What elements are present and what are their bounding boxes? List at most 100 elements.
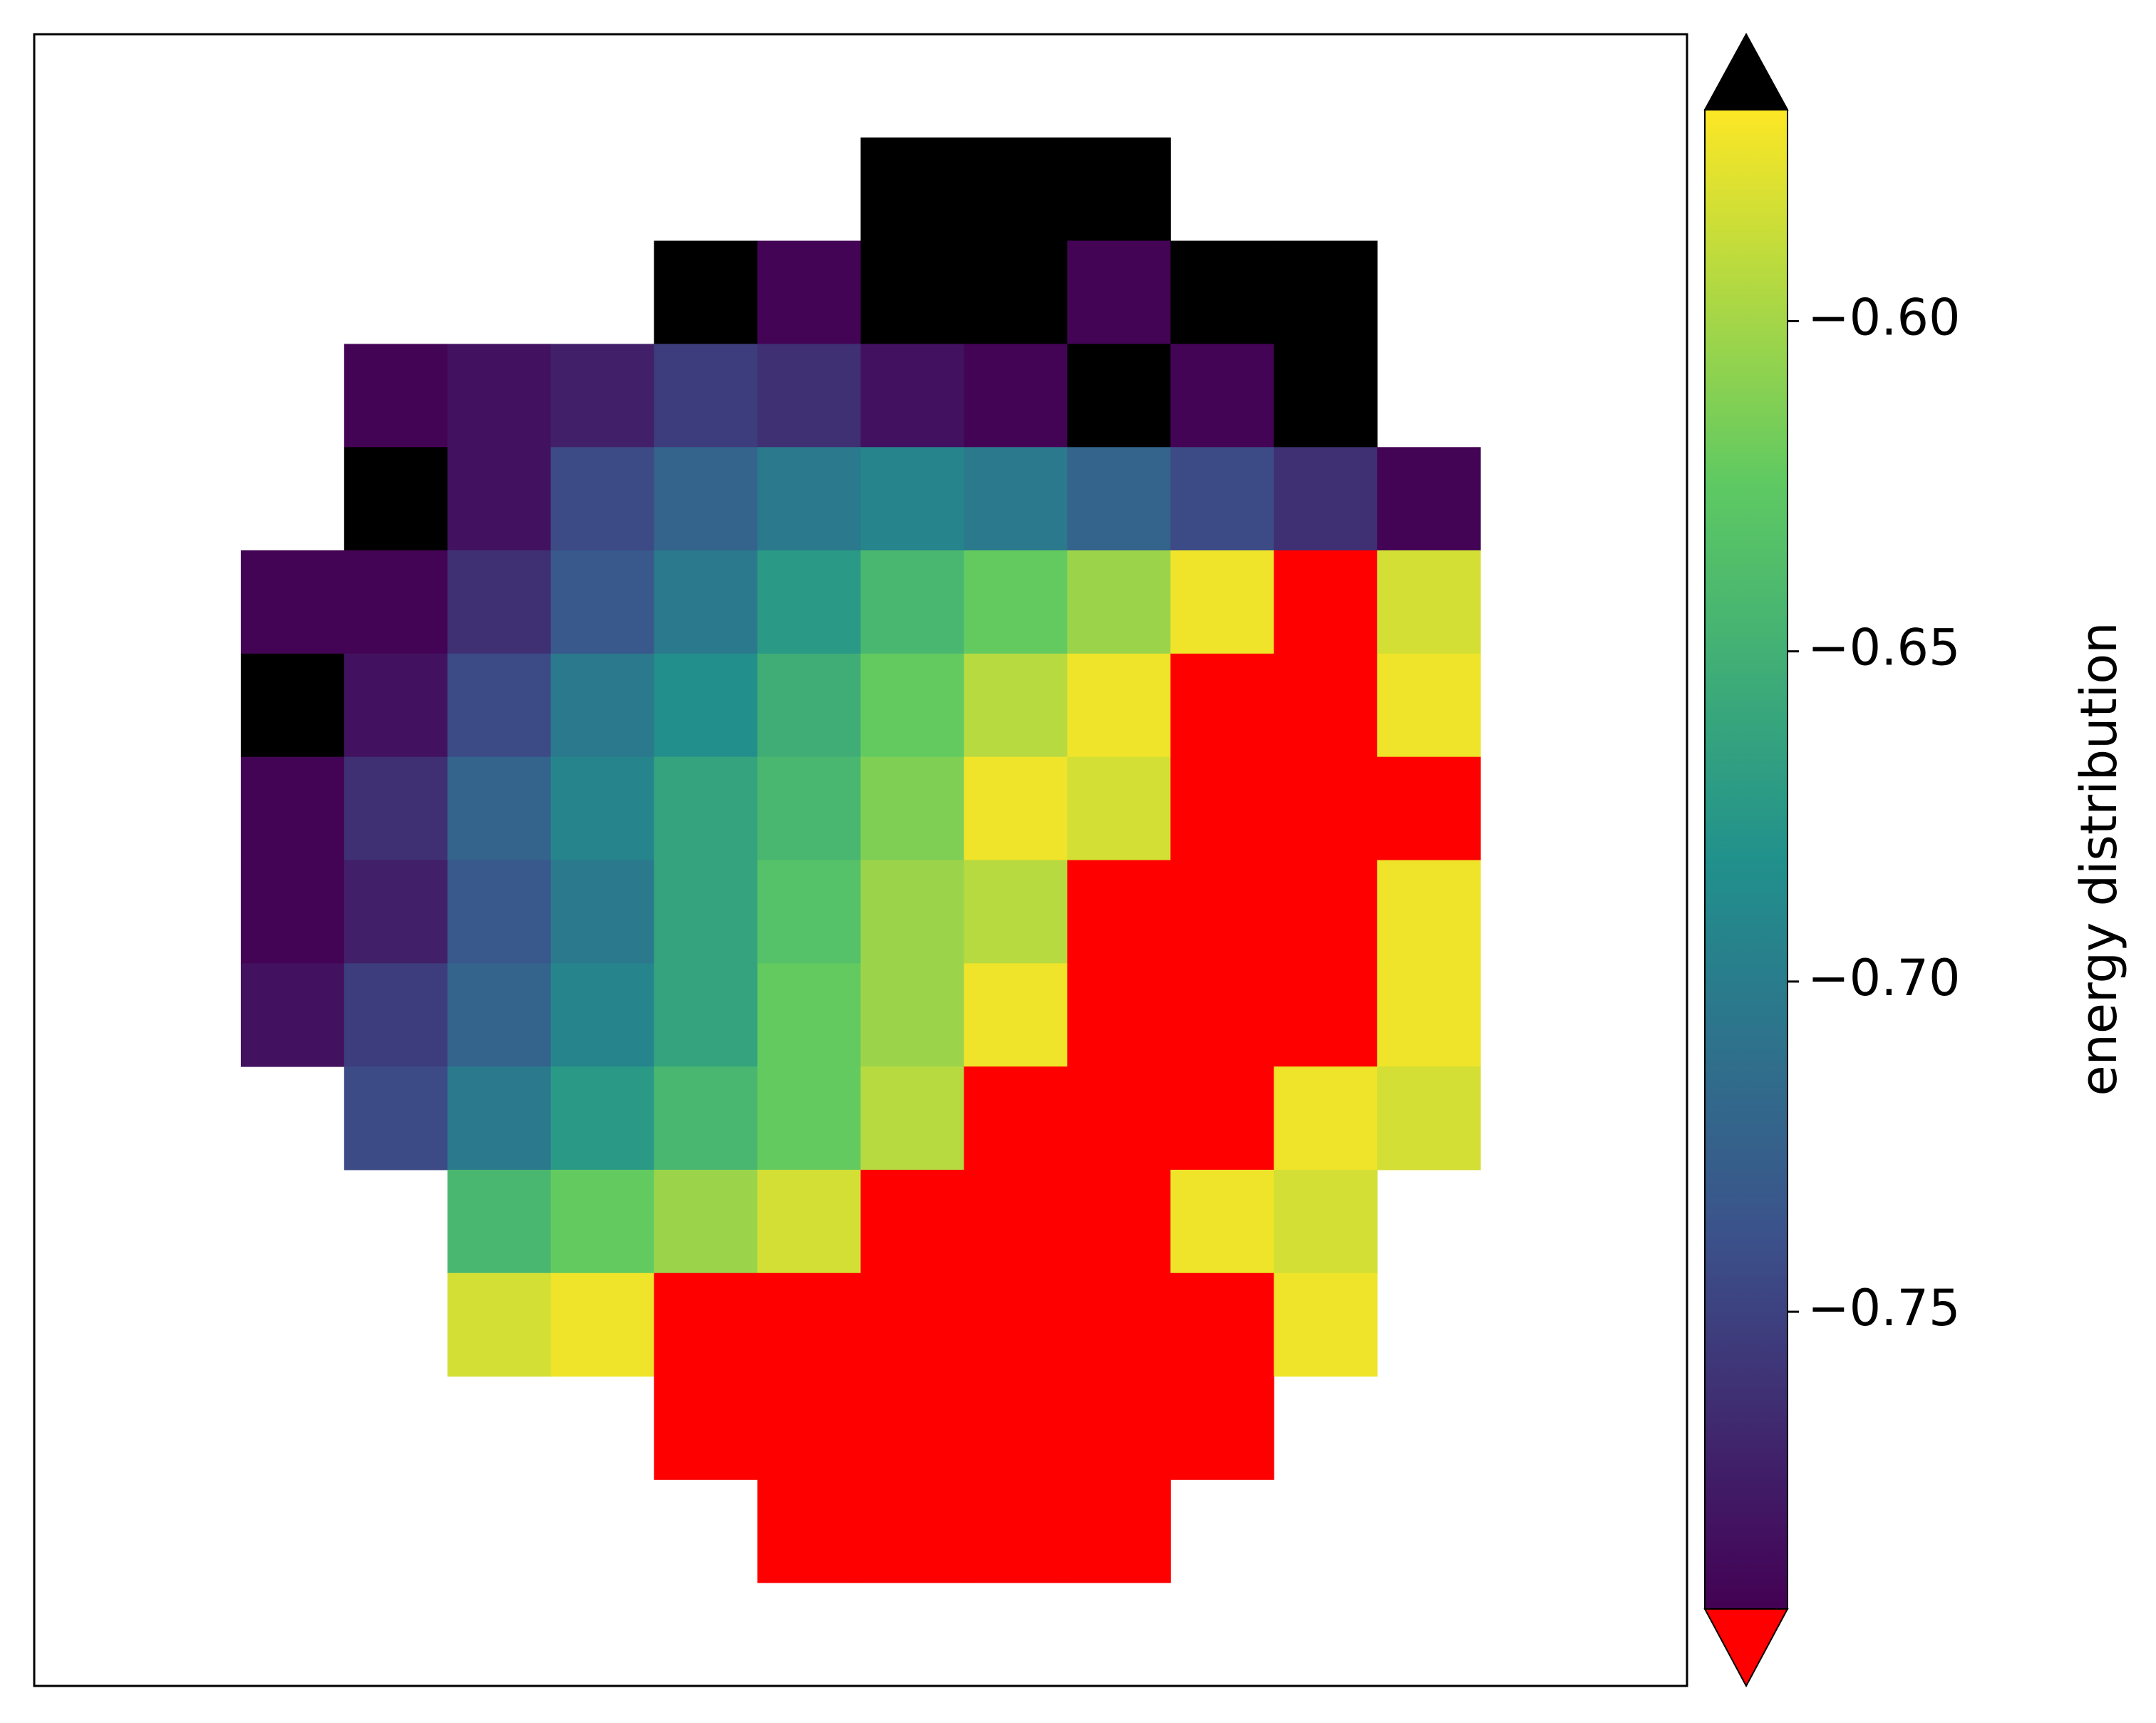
heat-cell — [860, 1272, 964, 1377]
heat-cell — [964, 1066, 1068, 1171]
heat-cell — [1274, 756, 1378, 860]
heat-cell — [344, 860, 448, 964]
heat-cell — [1274, 1272, 1378, 1377]
colorbar — [1704, 109, 1788, 1610]
heat-cell — [654, 653, 758, 758]
heat-cell — [447, 963, 552, 1067]
heat-cell — [654, 1066, 758, 1171]
heat-cell — [1377, 963, 1481, 1067]
heat-cell — [964, 1479, 1068, 1583]
heat-cell — [550, 447, 655, 551]
heat-cell — [860, 550, 964, 654]
heat-cell — [1274, 550, 1378, 654]
heat-cell — [757, 756, 861, 860]
heat-cell — [964, 137, 1068, 242]
heat-cell — [550, 756, 655, 860]
heat-cell — [1170, 344, 1274, 448]
heat-cell — [654, 1272, 758, 1377]
heat-cell — [550, 860, 655, 964]
heat-cell — [757, 1066, 861, 1171]
heat-cell — [1067, 1169, 1171, 1274]
heat-cell — [964, 1272, 1068, 1377]
heat-cell — [240, 963, 345, 1067]
heat-cell — [1377, 756, 1481, 860]
heat-cell — [964, 653, 1068, 758]
heat-cell — [1170, 1169, 1274, 1274]
heat-cell — [344, 550, 448, 654]
heat-cell — [240, 860, 345, 964]
heat-cell — [860, 1066, 964, 1171]
heat-cell — [654, 1376, 758, 1480]
heat-cell — [964, 447, 1068, 551]
heat-cell — [1067, 1272, 1171, 1377]
heat-cell — [860, 963, 964, 1067]
heat-cell — [447, 447, 552, 551]
heat-cell — [550, 1169, 655, 1274]
heat-cell — [964, 1169, 1068, 1274]
colorbar-under — [1703, 1608, 1789, 1688]
heat-cell — [654, 756, 758, 860]
heat-cell — [344, 653, 448, 758]
heat-cell — [344, 344, 448, 448]
heat-cell — [964, 756, 1068, 860]
heat-cell — [1377, 1066, 1481, 1171]
heat-cell — [240, 756, 345, 860]
heat-cell — [1170, 860, 1274, 964]
heat-cell — [1067, 756, 1171, 860]
heat-cell — [1274, 860, 1378, 964]
heat-cell — [1067, 240, 1171, 344]
heat-cell — [757, 447, 861, 551]
heat-cell — [1274, 1066, 1378, 1171]
heat-cell — [1377, 653, 1481, 758]
heat-cell — [447, 344, 552, 448]
heat-cell — [757, 1272, 861, 1377]
heat-cell — [1067, 963, 1171, 1067]
plot-frame — [33, 33, 1688, 1687]
heat-cell — [1377, 447, 1481, 551]
heat-cell — [1067, 860, 1171, 964]
colorbar-over — [1703, 32, 1789, 110]
heat-cell — [447, 653, 552, 758]
heat-cell — [964, 240, 1068, 344]
heat-cell — [1274, 344, 1378, 448]
heat-cell — [860, 447, 964, 551]
heat-cell — [550, 550, 655, 654]
heat-cell — [1274, 963, 1378, 1067]
heat-cell — [654, 240, 758, 344]
heat-cell — [1067, 344, 1171, 448]
heat-cell — [1170, 756, 1274, 860]
heat-cell — [447, 860, 552, 964]
heat-cell — [654, 963, 758, 1067]
heat-cell — [1067, 653, 1171, 758]
heat-cell — [757, 653, 861, 758]
heat-cell — [964, 1376, 1068, 1480]
heat-cell — [1170, 963, 1274, 1067]
heat-cell — [1377, 550, 1481, 654]
heat-cell — [757, 344, 861, 448]
heat-cell — [757, 550, 861, 654]
heat-cell — [1170, 1272, 1274, 1377]
heat-cell — [240, 550, 345, 654]
heat-cell — [1067, 1479, 1171, 1583]
heat-cell — [860, 1479, 964, 1583]
heat-cell — [964, 550, 1068, 654]
heat-cell — [447, 1272, 552, 1377]
heat-cell — [1170, 1066, 1274, 1171]
colorbar-label: energy distribution — [2070, 622, 2128, 1096]
heat-cell — [1170, 653, 1274, 758]
heat-cell — [1170, 1376, 1274, 1480]
heat-cell — [1067, 1376, 1171, 1480]
colorbar-tick-label: −0.75 — [1807, 1279, 1961, 1337]
heat-cell — [344, 1066, 448, 1171]
heat-cell — [344, 756, 448, 860]
colorbar-tick-label: −0.70 — [1807, 949, 1961, 1007]
heat-cell — [1067, 550, 1171, 654]
heat-cell — [964, 860, 1068, 964]
heat-cell — [550, 1066, 655, 1171]
heat-cell — [860, 1169, 964, 1274]
heat-cell — [1377, 860, 1481, 964]
heat-cell — [964, 963, 1068, 1067]
heat-cell — [654, 550, 758, 654]
heat-cell — [860, 1376, 964, 1480]
